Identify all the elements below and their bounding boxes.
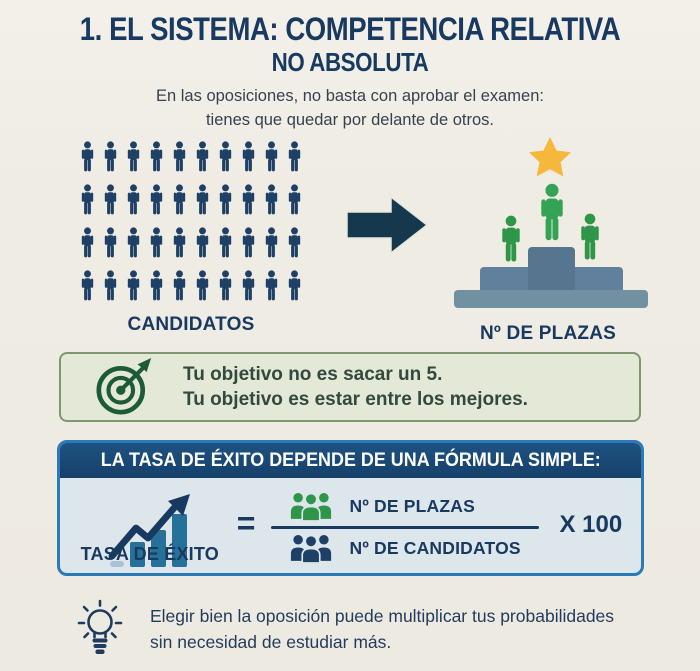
candidate-person-icon (125, 141, 142, 175)
candidate-person-icon (286, 227, 303, 261)
candidate-person-icon (263, 227, 280, 261)
comparison-section: CANDIDATOS (0, 133, 700, 345)
candidate-person-icon (286, 270, 303, 304)
denominator-row: Nº DE CANDIDATOS (271, 530, 539, 567)
candidate-person-icon (148, 270, 165, 304)
success-rate-block: TASA DE ÉXITO (79, 490, 221, 567)
candidate-person-icon (217, 227, 234, 261)
candidate-person-icon (171, 270, 188, 304)
fraction-line (271, 525, 540, 529)
candidate-person-icon (79, 270, 96, 304)
candidate-person-icon (79, 227, 96, 261)
tip-section: Elegir bien la oposición puede multiplic… (76, 598, 662, 664)
candidate-person-icon (102, 227, 119, 261)
candidate-person-icon (79, 141, 96, 175)
fraction: Nº DE PLAZAS Nº DE CANDIDATOS (271, 488, 540, 567)
plazas-label: Nº DE PLAZAS (479, 323, 616, 344)
objective-box: Tu objetivo no es sacar un 5. Tu objetiv… (59, 352, 641, 422)
candidate-person-icon (240, 227, 257, 261)
tip-line-1: Elegir bien la oposición puede multiplic… (150, 606, 615, 626)
plazas-group-icon (287, 490, 335, 523)
candidate-person-icon (171, 227, 188, 261)
candidate-person-icon (263, 270, 280, 304)
objective-text: Tu objetivo no es sacar un 5. Tu objetiv… (183, 362, 528, 413)
candidate-person-icon (194, 141, 211, 175)
target-dart-icon (93, 356, 155, 418)
candidate-person-icon (194, 227, 211, 261)
candidate-person-icon (148, 227, 165, 261)
formula-box: LA TASA DE ÉXITO DEPENDE DE UNA FÓRMULA … (57, 440, 644, 576)
candidate-person-icon (240, 141, 257, 175)
runner-up-person-icon (498, 215, 524, 267)
candidate-person-icon (286, 141, 303, 175)
subtitle: En las oposiciones, no basta con aprobar… (0, 85, 700, 131)
candidate-person-icon (217, 184, 234, 218)
candidate-person-icon (125, 184, 142, 218)
candidate-person-icon (102, 141, 119, 175)
arrow-right-icon (346, 192, 429, 258)
formula-header-text: LA TASA DE ÉXITO DEPENDE DE UNA FÓRMULA … (100, 449, 601, 471)
tip-line-2: sin necesidad de estudiar más. (150, 632, 392, 653)
numerator-row: Nº DE PLAZAS (271, 488, 539, 525)
page-title-line-1: 1. EL SISTEMA: COMPETENCIA RELATIVA (79, 11, 621, 47)
candidate-person-icon (171, 141, 188, 175)
candidate-person-icon (102, 270, 119, 304)
page-title-line-2: NO ABSOLUTA (271, 46, 429, 77)
candidate-person-icon (240, 270, 257, 304)
subtitle-line-2: tienes que quedar por delante de otros. (205, 110, 495, 129)
header: 1. EL SISTEMA: COMPETENCIA RELATIVA NO A… (0, 11, 700, 132)
candidate-person-icon (171, 184, 188, 218)
candidate-person-icon (217, 270, 234, 304)
candidate-person-icon (263, 184, 280, 218)
candidate-person-icon (148, 184, 165, 218)
denominator-label: Nº DE CANDIDATOS (349, 537, 521, 558)
candidate-person-icon (102, 184, 119, 218)
candidate-person-icon (148, 141, 165, 175)
bar-chart-growth-icon (104, 490, 196, 567)
candidates-label: CANDIDATOS (127, 314, 255, 335)
plazas-block: Nº DE PLAZAS (437, 133, 659, 345)
formula-header: LA TASA DE ÉXITO DEPENDE DE UNA FÓRMULA … (60, 443, 641, 478)
candidate-person-icon (263, 141, 280, 175)
winner-person-icon (536, 183, 568, 247)
lightbulb-icon (76, 598, 124, 664)
candidate-person-icon (194, 270, 211, 304)
formula-body: TASA DE ÉXITO = Nº DE PLAZAS (60, 478, 641, 573)
podium-base (454, 290, 648, 308)
subtitle-line-1: En las oposiciones, no basta con aprobar… (156, 87, 544, 106)
third-place-person-icon (577, 213, 603, 265)
star-icon (527, 136, 573, 178)
multiplier-label: X 100 (559, 511, 623, 538)
candidates-group-icon (287, 532, 335, 565)
tip-text: Elegir bien la oposición puede multiplic… (150, 603, 614, 656)
numerator-label: Nº DE PLAZAS (349, 495, 475, 516)
success-rate-label: TASA DE ÉXITO (80, 543, 219, 564)
candidate-person-icon (79, 184, 96, 218)
objective-line-1: Tu objetivo no es sacar un 5. (183, 363, 443, 385)
candidates-grid (78, 141, 304, 304)
candidate-person-icon (125, 227, 142, 261)
candidate-person-icon (194, 184, 211, 218)
equals-sign: = (236, 504, 256, 541)
candidate-person-icon (217, 141, 234, 175)
candidate-person-icon (240, 184, 257, 218)
candidate-person-icon (286, 184, 303, 218)
candidates-block: CANDIDATOS (78, 141, 304, 336)
objective-line-2: Tu objetivo es estar entre los mejores. (183, 389, 528, 410)
candidate-person-icon (125, 270, 142, 304)
